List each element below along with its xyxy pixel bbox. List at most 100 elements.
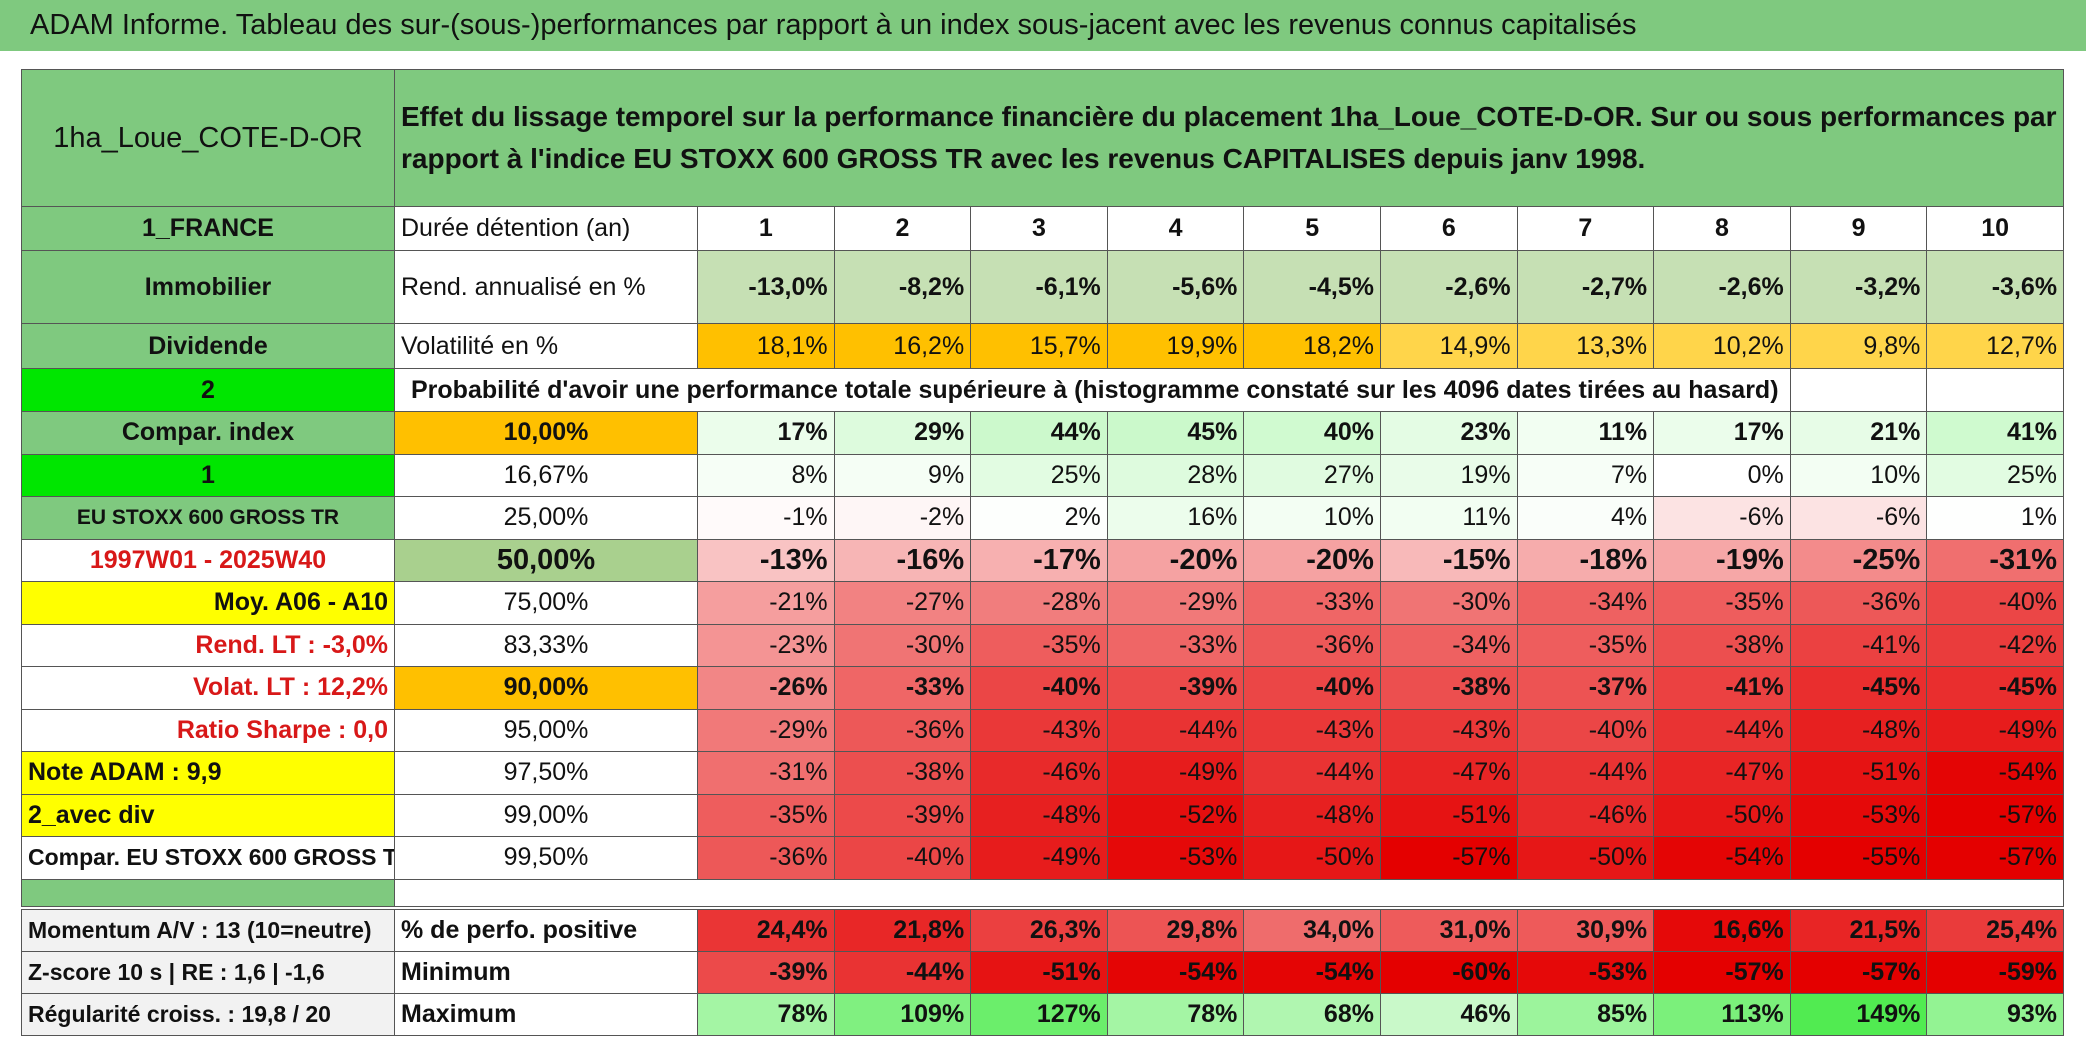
- percentile-value: -33%: [833, 666, 972, 710]
- percentile-value: 10%: [1789, 453, 1928, 497]
- summary-value: 34,0%: [1243, 908, 1381, 952]
- side-label: Dividende: [21, 323, 395, 369]
- percentile-value: -43%: [1243, 708, 1381, 752]
- summary-value: 93%: [1926, 992, 2065, 1036]
- side-label: Compar. EU STOXX 600 GROSS TR: [21, 836, 395, 880]
- description: Effet du lissage temporel sur la perform…: [393, 69, 2065, 207]
- row-label: % de perfo. positive: [394, 908, 698, 952]
- percentile-value: -41%: [1653, 666, 1791, 710]
- summary-value: 16,6%: [1653, 908, 1791, 952]
- side-label: 2_avec div: [21, 793, 395, 837]
- percentile-value: -35%: [1516, 623, 1655, 667]
- summary-value: 109%: [833, 992, 972, 1036]
- percentile-value: 17%: [697, 411, 835, 455]
- percentile-value: 23%: [1379, 411, 1518, 455]
- percentile-value: -21%: [697, 581, 835, 625]
- return-value: -2,6%: [1379, 250, 1518, 324]
- percentile-value: -38%: [1653, 623, 1791, 667]
- separator: [21, 878, 395, 907]
- year-header: 3: [970, 206, 1108, 251]
- row-label: Rend. annualisé en %: [394, 250, 698, 324]
- percentile-value: 40%: [1243, 411, 1381, 455]
- year-header: 6: [1379, 206, 1518, 251]
- percentile-value: -38%: [833, 751, 972, 795]
- row-label: Volatilité en %: [394, 323, 698, 369]
- percentile-value: -57%: [1926, 836, 2065, 880]
- return-value: -6,1%: [970, 250, 1108, 324]
- volatility-value: 18,1%: [697, 323, 835, 369]
- year-header: 10: [1926, 206, 2065, 251]
- table-row: Note ADAM : 9,9 97,50% -31% -38% -46% -49% -44…: [21, 751, 2065, 795]
- percentile-value: -46%: [1516, 793, 1655, 837]
- table-row: 2 Probabilité d'avoir une performance tot…: [21, 368, 2065, 412]
- side-label: 1_FRANCE: [21, 206, 395, 251]
- side-label: 1997W01 - 2025W40: [21, 538, 395, 582]
- summary-value: -51%: [970, 950, 1108, 994]
- return-value: -3,2%: [1789, 250, 1928, 324]
- table-row: Volat. LT : 12,2% 90,00% -26% -33% -40% -39% -…: [21, 666, 2065, 710]
- percentile-value: 2%: [970, 496, 1108, 540]
- year-header: 8: [1653, 206, 1791, 251]
- percentile-value: -44%: [1106, 708, 1245, 752]
- return-value: -4,5%: [1243, 250, 1381, 324]
- summary-value: 68%: [1243, 992, 1381, 1036]
- percentile-value: -36%: [1243, 623, 1381, 667]
- return-value: -2,7%: [1516, 250, 1655, 324]
- percentile-value: 0%: [1653, 453, 1791, 497]
- summary-value: 31,0%: [1379, 908, 1518, 952]
- percentile-value: -2%: [833, 496, 972, 540]
- percentile-value: -57%: [1926, 793, 2065, 837]
- year-header: 9: [1789, 206, 1928, 251]
- return-value: -13,0%: [697, 250, 835, 324]
- percentile-value: 29%: [833, 411, 972, 455]
- percentile-label: 25,00%: [394, 496, 698, 540]
- table-row: 1ha_Loue_COTE-D-OR Effet du lissage tempo…: [21, 69, 2065, 207]
- summary-value: 25,4%: [1926, 908, 2065, 952]
- percentile-value: 8%: [697, 453, 835, 497]
- table-row: Momentum A/V : 13 (10=neutre)% de perfo.…: [21, 908, 2065, 952]
- percentile-value: 16%: [1106, 496, 1245, 540]
- table-row: Dividende Volatilité en % 18,1% 16,2% 15,7% 1…: [21, 323, 2065, 369]
- percentile-value: -40%: [1516, 708, 1655, 752]
- summary-side: Z-score 10 s | RE : 1,6 | -1,6: [21, 950, 395, 994]
- percentile-label: 90,00%: [394, 666, 698, 710]
- percentile-value: -1%: [697, 496, 835, 540]
- percentile-value: -20%: [1243, 538, 1381, 582]
- percentile-value: 21%: [1789, 411, 1928, 455]
- percentile-value: -23%: [697, 623, 835, 667]
- percentile-value: -50%: [1653, 793, 1791, 837]
- row-label: Minimum: [394, 950, 698, 994]
- volatility-value: 18,2%: [1243, 323, 1381, 369]
- summary-value: 127%: [970, 992, 1108, 1036]
- percentile-label: 10,00%: [394, 411, 698, 455]
- performance-table: 1ha_Loue_COTE-D-OR Effet du lissage tempo…: [21, 69, 2065, 1036]
- table-row: 1 16,67% 8% 9% 25% 28% 27% 19% 7% 0% 10% 25%: [21, 453, 2065, 497]
- percentile-value: -41%: [1789, 623, 1928, 667]
- asset-name: 1ha_Loue_COTE-D-OR: [21, 69, 395, 207]
- volatility-value: 14,9%: [1379, 323, 1518, 369]
- percentile-value: -43%: [970, 708, 1108, 752]
- percentile-value: -29%: [697, 708, 835, 752]
- table-row: Immobilier Rend. annualisé en % -13,0% -8,2…: [21, 250, 2065, 324]
- percentile-value: -53%: [1789, 793, 1928, 837]
- volatility-value: 10,2%: [1653, 323, 1791, 369]
- percentile-value: -53%: [1106, 836, 1245, 880]
- volatility-value: 16,2%: [833, 323, 972, 369]
- table-row: [21, 878, 2065, 907]
- percentile-value: -50%: [1516, 836, 1655, 880]
- percentile-value: 25%: [970, 453, 1108, 497]
- side-label: Volat. LT : 12,2%: [21, 666, 395, 710]
- table-row: 2_avec div 99,00% -35% -39% -48% -52% -48% -51%…: [21, 793, 2065, 837]
- side-label: Immobilier: [21, 250, 395, 324]
- percentile-value: -50%: [1243, 836, 1381, 880]
- empty-cell: [1926, 368, 2065, 412]
- percentile-value: 17%: [1653, 411, 1791, 455]
- side-label: Rend. LT : -3,0%: [21, 623, 395, 667]
- summary-value: -57%: [1789, 950, 1928, 994]
- summary-value: 30,9%: [1516, 908, 1655, 952]
- percentile-value: 11%: [1379, 496, 1518, 540]
- percentile-value: -33%: [1106, 623, 1245, 667]
- section-title: Probabilité d'avoir une performance tota…: [394, 368, 1791, 412]
- percentile-value: -47%: [1379, 751, 1518, 795]
